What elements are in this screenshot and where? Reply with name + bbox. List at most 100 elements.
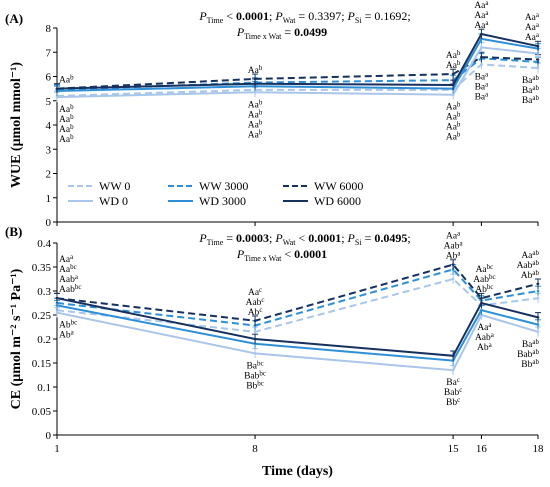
data-point (536, 316, 540, 319)
stats-line: PTime = 0.0003; PWat < 0.0001; PSi = 0.0… (198, 231, 410, 247)
legend-label: WW 0 (99, 179, 130, 193)
x-tick-label: 15 (448, 443, 460, 455)
legend-label: WW 6000 (314, 179, 363, 193)
significance-letter: Aaba (475, 331, 495, 343)
data-point (451, 354, 455, 358)
data-point (253, 330, 257, 334)
significance-letter: Abbc (475, 283, 493, 295)
data-point (451, 93, 455, 96)
data-point (536, 296, 540, 300)
data-point (536, 323, 540, 326)
y-tick-label: 0.1 (37, 382, 51, 394)
data-point (480, 301, 483, 305)
data-point (55, 296, 59, 300)
significance-letter: Aab (59, 74, 74, 86)
data-point (253, 82, 257, 86)
significance-letter: Bbab (521, 358, 539, 370)
stats-interaction: PTime x Wat = 0.0499 (236, 25, 327, 41)
y-axis-title: WUE (μmol mmol⁻¹) (9, 62, 24, 188)
significance-letter: Aaa (474, 0, 489, 11)
data-point (480, 63, 483, 66)
y-tick-label: 0 (46, 217, 52, 229)
y-tick-label: 1 (46, 193, 52, 205)
stats-interaction: PTime x Wat < 0.0001 (236, 247, 327, 263)
data-point (253, 352, 257, 355)
data-point (451, 368, 455, 372)
data-point (55, 87, 59, 90)
data-point (480, 46, 483, 49)
significance-letter: Aabc (246, 296, 265, 308)
y-tick-label: 8 (46, 23, 52, 35)
panel-label: (B) (5, 224, 22, 239)
significance-letter: Aabbc (59, 283, 81, 295)
data-point (536, 44, 540, 48)
data-point (480, 308, 483, 312)
legend-label: WD 3000 (199, 194, 246, 208)
significance-letter: Baa (475, 90, 490, 102)
y-tick-label: 5 (46, 96, 52, 108)
significance-letter: Baab (522, 94, 540, 106)
y-tick-label: 2 (46, 169, 52, 181)
data-point (451, 263, 455, 266)
data-point (451, 83, 455, 87)
panel-b: (B)00.050.10.150.20.250.30.350.41 8 15 16 18… (5, 224, 544, 479)
y-tick-label: 0.2 (37, 334, 51, 346)
data-point (480, 32, 483, 36)
y-tick-label: 0.4 (37, 238, 51, 250)
x-tick-label: 16 (476, 443, 488, 455)
panel-label: (A) (5, 11, 23, 26)
y-tick-label: 0.3 (37, 286, 51, 298)
significance-letter: Bbbc (246, 379, 264, 391)
x-tick-label: 8 (252, 443, 258, 455)
data-point (253, 319, 257, 323)
y-axis-title: CE (μmol m⁻² s⁻¹ Pa⁻¹) (9, 268, 24, 409)
data-point (55, 95, 59, 99)
significance-letter: Babc (444, 386, 462, 398)
significance-letter: Aaba (59, 273, 79, 285)
x-tick-label: 1 (54, 443, 60, 455)
y-tick-label: 4 (46, 120, 52, 132)
data-point (451, 277, 455, 281)
stats-line: PTime < 0.0001; PWat = 0.3397; PSi = 0.1… (198, 9, 410, 25)
data-point (451, 359, 455, 362)
series-line-ww-6000 (56, 263, 539, 322)
y-tick-label: 7 (46, 47, 52, 59)
significance-letter: Bbc (446, 396, 460, 408)
y-tick-label: 0.15 (32, 358, 52, 370)
x-tick-label: 18 (533, 443, 545, 455)
significance-letter: Abc (248, 306, 263, 318)
y-tick-label: 6 (46, 72, 52, 84)
data-point (536, 66, 540, 70)
significance-letter: Bac (446, 376, 460, 388)
data-point (55, 311, 59, 314)
panel-a: (A) 0 1 2 3 4 5 6 7 8 WUE (μmol mmol⁻¹) Aab Aab Aab Aa… (5, 0, 541, 229)
legend-label: WD 0 (99, 194, 128, 208)
data-point (536, 330, 540, 334)
significance-letter: Abbc (59, 319, 77, 331)
significance-letter: Aab (446, 131, 461, 143)
data-point (253, 337, 257, 341)
significance-letter: Aaba (444, 240, 464, 252)
data-point (480, 55, 483, 59)
legend-label: WD 6000 (314, 194, 361, 208)
series-line-ww-0 (56, 277, 539, 333)
legend: WW 0 WW 3000 WW 6000 WD 0 WD 3000 WD 6000 (68, 179, 363, 208)
data-point (253, 90, 257, 94)
data-point (536, 289, 540, 293)
y-tick-label: 0.05 (32, 406, 52, 418)
legend-label: WW 3000 (199, 179, 248, 193)
significance-letter: Aaa (474, 19, 489, 31)
y-tick-label: 0 (46, 430, 52, 442)
series-line-wd-6000 (56, 32, 539, 90)
series-line-ww-3000 (56, 268, 539, 327)
y-tick-label: 0.25 (32, 310, 52, 322)
y-tick-label: 0.35 (32, 262, 52, 274)
data-point (451, 268, 455, 271)
y-tick-label: 3 (46, 144, 52, 156)
data-point (536, 58, 540, 61)
significance-letter: Aab (446, 59, 461, 71)
significance-letter: Aba (59, 329, 75, 341)
significance-letter: Aac (248, 286, 262, 298)
x-axis-title: Time (days) (262, 464, 333, 479)
